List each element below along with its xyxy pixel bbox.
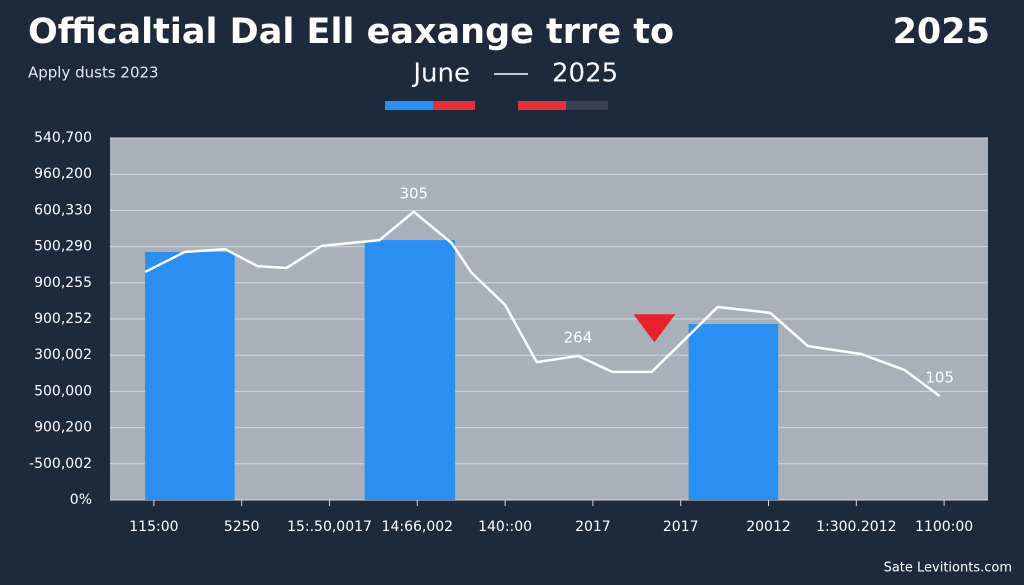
x-tick-label: 1100:00 — [915, 519, 973, 535]
y-tick-label: 540,700 — [34, 130, 92, 146]
annotation: 264 — [564, 328, 593, 346]
legend-swatch — [385, 101, 433, 110]
marker — [633, 314, 676, 343]
legend-swatch — [518, 101, 566, 110]
annotation: 105 — [925, 369, 954, 387]
y-tick-label: 0% — [70, 492, 92, 508]
period-start: June — [411, 59, 470, 89]
y-tick-label: 500,290 — [34, 239, 92, 255]
x-tick-label: 2017 — [663, 519, 699, 535]
y-tick-label: 960,200 — [34, 166, 92, 182]
bar — [364, 240, 456, 501]
y-tick-label: 600,330 — [34, 202, 92, 218]
bar — [145, 252, 235, 500]
y-tick-label: 900,200 — [34, 420, 92, 436]
y-tick-label: 500,000 — [34, 383, 92, 399]
y-tick-label: 900,252 — [34, 311, 92, 327]
x-tick-label: 115:00 — [129, 519, 178, 535]
y-tick-label: 900,255 — [34, 275, 92, 291]
x-tick-label: 14:66,002 — [382, 519, 454, 535]
annotation: 305 — [399, 184, 428, 202]
bar — [688, 324, 779, 500]
footer: Sate Levitionts.com — [884, 561, 1012, 576]
chart-title: Officaltial Dal Ell eaxange trre to — [28, 12, 674, 52]
x-tick-label: 2017 — [575, 519, 611, 535]
period-end: 2025 — [552, 59, 618, 89]
legend-swatch — [433, 101, 475, 110]
x-tick-label: 5250 — [224, 519, 260, 535]
x-tick-label: 15:.50,0017 — [287, 519, 372, 535]
y-tick-label: -500,002 — [29, 456, 92, 472]
x-tick-label: 20012 — [746, 519, 791, 535]
legend-swatch — [566, 101, 608, 110]
subtitle: Apply dusts 2023 — [28, 64, 159, 82]
title-year: 2025 — [893, 12, 990, 52]
x-tick-label: 1:300.2012 — [816, 519, 896, 535]
x-tick-label: 140::00 — [478, 519, 532, 535]
y-tick-label: 300,002 — [34, 347, 92, 363]
line — [144, 210, 941, 398]
